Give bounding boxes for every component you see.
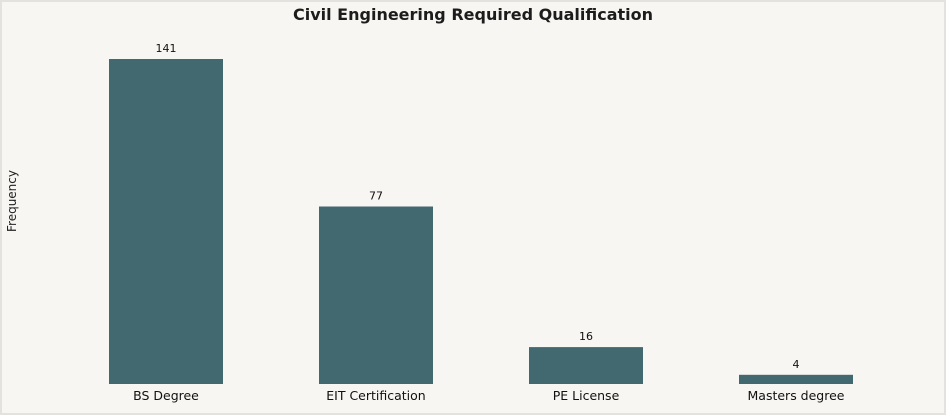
- data-label-bs-degree: 141: [156, 42, 177, 55]
- x-tick-label-bs-degree: BS Degree: [133, 388, 199, 403]
- chart-title: Civil Engineering Required Qualification: [292, 5, 653, 24]
- x-tick-label-masters-degree: Masters degree: [748, 388, 845, 403]
- data-label-pe-license: 16: [579, 330, 593, 343]
- value-labels-group: 141 77 16 4: [156, 42, 800, 371]
- bar-pe-license: [529, 347, 643, 384]
- bar-eit-certification: [319, 206, 433, 384]
- x-tick-label-pe-license: PE License: [553, 388, 620, 403]
- bars-group: [109, 59, 853, 384]
- data-label-masters-degree: 4: [793, 358, 800, 371]
- category-labels-group: BS Degree EIT Certification PE License Mast…: [133, 388, 845, 403]
- x-tick-label-eit-certification: EIT Certification: [326, 388, 425, 403]
- bar-bs-degree: [109, 59, 223, 384]
- bar-masters-degree: [739, 374, 853, 384]
- data-label-eit-certification: 77: [369, 190, 383, 203]
